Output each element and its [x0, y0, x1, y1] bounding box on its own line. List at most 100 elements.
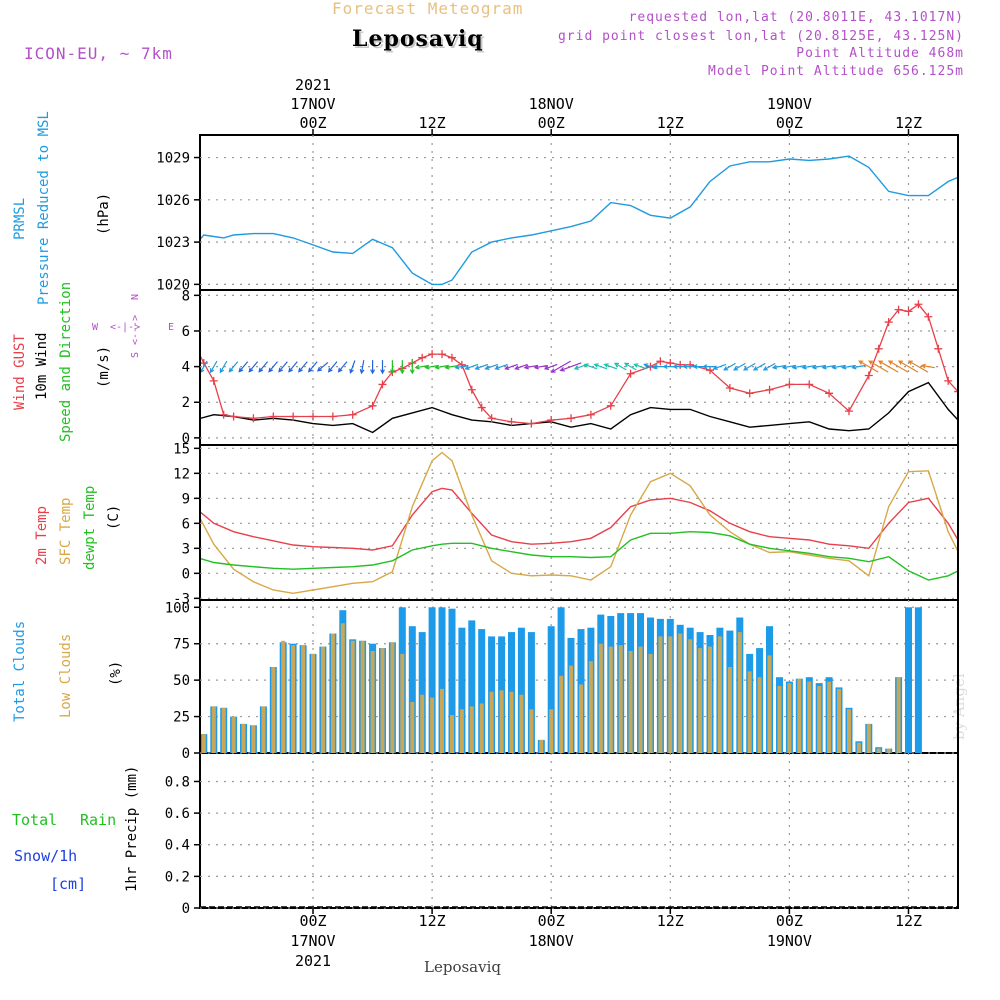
low-cloud-bar	[430, 697, 435, 753]
grid-point-coords: grid point closest lon,lat (20.8125E, 43…	[557, 29, 964, 44]
temp-dewpt-line	[201, 530, 957, 581]
clouds-unit-label: (%)	[108, 661, 124, 686]
bottom-date-label: 17NOV	[290, 932, 335, 950]
wind-direction-arrow	[643, 363, 657, 370]
low-cloud-bar	[737, 632, 742, 753]
gust-marker	[328, 412, 337, 421]
low-cloud-bar	[747, 671, 752, 753]
compass-s: S	[130, 352, 141, 358]
ytick-label: 15	[173, 441, 190, 457]
temp-2m-label: 2m Temp	[34, 506, 50, 565]
low-cloud-bar	[529, 709, 534, 753]
gust-marker	[457, 360, 466, 369]
low-cloud-bar	[201, 734, 206, 753]
precip-snow-label: Snow/1h	[14, 847, 77, 865]
total-cloud-bar	[428, 607, 436, 753]
gust-marker	[844, 407, 853, 416]
low-cloud-bar	[608, 646, 613, 753]
compass-n: N	[130, 294, 141, 300]
gust-marker	[487, 414, 496, 423]
gust-marker	[378, 380, 387, 389]
low-cloud-bar	[658, 636, 663, 753]
gust-marker	[924, 312, 933, 321]
low-cloud-bar	[350, 640, 355, 753]
temp-2m-line	[201, 487, 957, 551]
wind-direction-arrow	[248, 361, 259, 373]
wind-direction-arrow	[858, 360, 879, 373]
temp-dewpt-label: dewpt Temp	[82, 486, 98, 570]
wind-direction-arrow	[454, 364, 469, 370]
wind-direction-arrow	[752, 362, 766, 371]
plot-area	[190, 155, 957, 908]
wind-direction-arrow	[414, 364, 429, 370]
wind-direction-arrow	[613, 362, 627, 371]
low-cloud-bar	[469, 706, 474, 753]
gust-marker	[586, 410, 595, 419]
low-cloud-bar	[370, 651, 375, 753]
wind-direction-arrow	[389, 360, 395, 375]
ytick-label: 0.4	[165, 838, 190, 854]
gust-marker	[418, 353, 427, 362]
ytick-label: 1029	[156, 151, 190, 167]
gust-marker	[289, 412, 298, 421]
ytick-label: 0.2	[165, 869, 190, 885]
wind-direction-arrow	[523, 364, 538, 370]
grid-lines	[200, 135, 958, 909]
gust-marker	[428, 350, 437, 359]
ytick-label: 6	[182, 324, 190, 340]
wind-direction-arrow	[307, 361, 318, 373]
gust-marker	[706, 366, 714, 375]
precip-axis-label: 1hr Precip (mm)	[124, 766, 140, 892]
low-cloud-bar	[588, 661, 593, 753]
wind-direction-arrow	[868, 360, 889, 373]
pressure-unit-label: (hPa)	[96, 193, 112, 235]
low-cloud-bar	[390, 642, 395, 753]
low-cloud-bar	[678, 633, 683, 753]
gust-marker	[894, 305, 903, 314]
gust-marker	[438, 350, 447, 359]
compass-e: E	[168, 322, 174, 333]
gust-marker	[805, 380, 814, 389]
wind-direction-arrow	[444, 364, 459, 370]
ytick-label: 1026	[156, 193, 190, 209]
wind-direction-arrow	[399, 360, 405, 375]
gust-marker	[219, 410, 228, 419]
total-cloud-bar	[418, 632, 426, 753]
low-cloud-bar	[559, 675, 564, 753]
wind-direction-arrow	[920, 363, 935, 369]
wind-direction-arrow	[514, 363, 528, 370]
gust-marker	[229, 412, 238, 421]
gust-marker	[190, 339, 198, 347]
low-cloud-bar	[638, 646, 643, 753]
wind-direction-arrow	[801, 364, 816, 370]
compass-arrow-h: <-|->	[110, 322, 140, 333]
gust-marker	[686, 360, 695, 369]
low-cloud-bar	[281, 640, 286, 753]
low-cloud-bar	[856, 742, 861, 753]
wind-direction-arrow	[887, 360, 909, 373]
low-cloud-bar	[330, 633, 335, 753]
low-cloud-bar	[807, 681, 812, 753]
low-cloud-bar	[866, 723, 871, 753]
precip-snow-unit-label: [cm]	[50, 875, 86, 893]
wind-direction-arrow	[897, 360, 919, 373]
low-cloud-bar	[291, 645, 296, 753]
bottom-hour-label: 00Z	[538, 912, 565, 930]
low-cloud-bar	[261, 706, 266, 753]
gust-marker	[884, 318, 893, 327]
gust-marker	[725, 383, 734, 392]
wind-direction-arrow	[409, 360, 415, 375]
wind-direction-arrow	[268, 361, 278, 373]
wind-direction-arrow	[494, 363, 508, 370]
wind-direction-arrow	[633, 363, 647, 370]
ytick-label: 12	[173, 466, 190, 482]
wind-direction-arrow	[907, 360, 929, 373]
gust-marker	[467, 385, 476, 394]
wind-unit-label: (m/s)	[96, 346, 112, 388]
wind-direction-arrow	[464, 363, 479, 370]
low-cloud-bar	[817, 686, 822, 753]
total-cloud-bar	[547, 626, 555, 753]
temp-sfc-line	[201, 451, 957, 595]
gust-marker	[626, 369, 635, 378]
wind-direction-arrow	[762, 362, 776, 371]
